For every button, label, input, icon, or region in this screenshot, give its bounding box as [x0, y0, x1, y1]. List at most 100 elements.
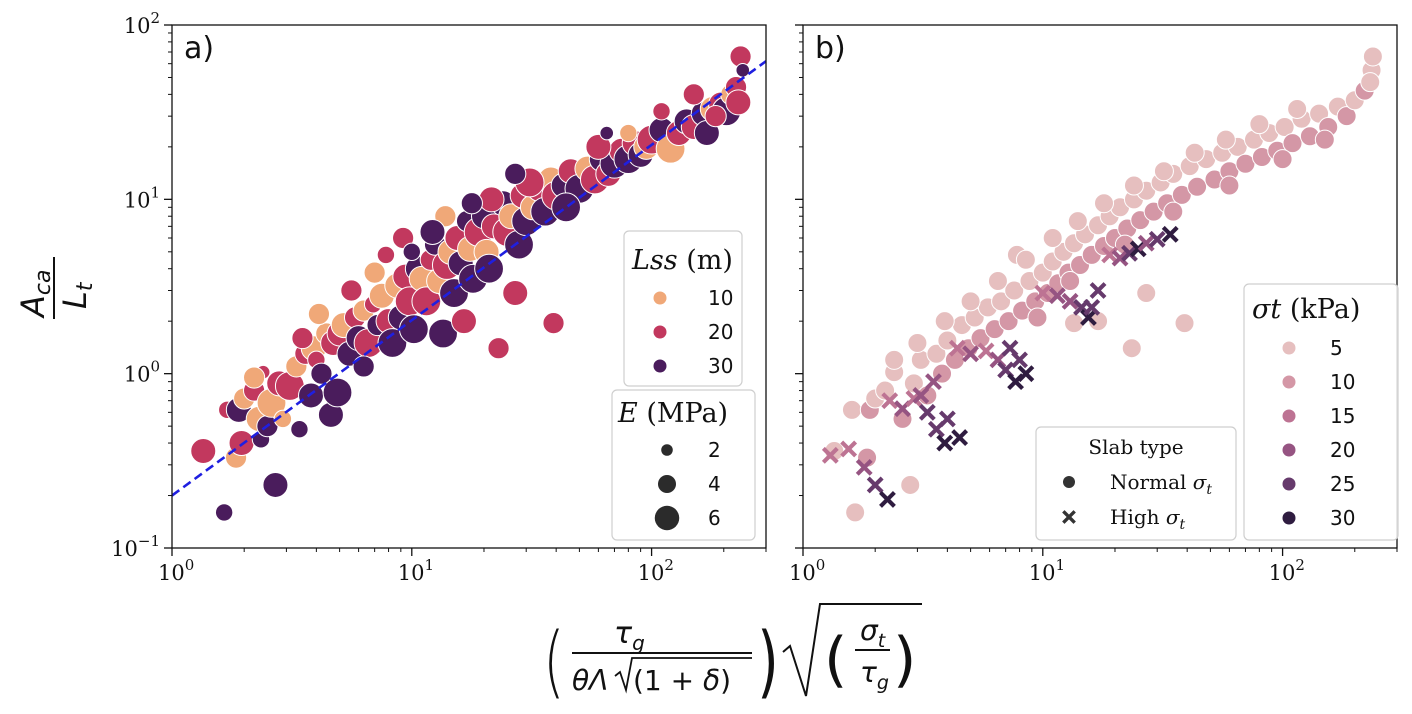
data-point	[1184, 142, 1205, 163]
data-point	[652, 102, 671, 121]
data-point-x	[936, 434, 954, 452]
data-point	[1153, 161, 1174, 182]
x-tick-label: 102	[1269, 556, 1305, 585]
data-point	[377, 328, 408, 358]
legend-label: 5	[1330, 336, 1343, 360]
data-point-x	[1111, 249, 1129, 267]
legend-size-swatch	[661, 444, 673, 456]
data-point	[340, 279, 363, 302]
data-point-x	[948, 339, 966, 357]
legend-e-title: E (MPa)	[617, 398, 728, 429]
legend-label: 20	[708, 320, 733, 344]
legend-label: Normal σt	[1110, 470, 1212, 498]
legend-label: 2	[708, 438, 721, 462]
data-point-x	[1137, 234, 1155, 252]
legend-swatch	[1281, 476, 1297, 492]
data-point	[1336, 106, 1357, 127]
data-point	[682, 83, 705, 106]
data-point-x	[821, 446, 839, 464]
svg-text:Lt: Lt	[56, 281, 98, 309]
svg-text:): )	[893, 625, 916, 695]
legend-label: 20	[1330, 438, 1355, 462]
legend-size-swatch	[654, 505, 680, 531]
data-point-x	[881, 392, 899, 410]
legend-label: 15	[1330, 404, 1355, 428]
data-point	[987, 271, 1008, 292]
data-point-x	[1089, 282, 1107, 299]
data-point	[273, 409, 293, 429]
legend-label: 4	[708, 472, 721, 496]
svg-text:τg: τg	[860, 656, 889, 694]
data-point-x	[951, 429, 969, 446]
data-point	[1249, 114, 1270, 135]
legend-sigma: σt (kPa) 5 10 15 20 25 30	[1243, 283, 1399, 541]
data-point	[1027, 307, 1048, 328]
x-tick-label: 102	[638, 556, 674, 585]
x-tick-label: 100	[158, 556, 194, 585]
data-point-x	[1073, 298, 1090, 316]
data-point	[1360, 72, 1381, 93]
data-point	[1274, 116, 1295, 137]
data-point	[307, 302, 331, 326]
panel-b-label: b)	[815, 31, 846, 66]
data-point	[1282, 133, 1303, 154]
data-point-x	[997, 361, 1015, 379]
data-point	[419, 218, 446, 245]
panel-a-frame	[171, 24, 767, 549]
data-point	[991, 291, 1012, 312]
data-point	[352, 355, 375, 378]
legend-lss-title: Lss (m)	[631, 245, 733, 276]
data-point	[1163, 201, 1184, 222]
legend-e: E (MPa) 2 4 6	[611, 389, 756, 541]
legend-label: High σt	[1110, 505, 1186, 533]
data-point	[998, 311, 1019, 332]
legend-slab-title: Slab type	[1088, 435, 1183, 459]
svg-text:Aca: Aca	[14, 270, 56, 319]
data-point	[542, 312, 565, 335]
legend-swatch	[1281, 408, 1297, 424]
legend-label: 30	[708, 354, 733, 378]
legend-marker-circle	[1063, 476, 1075, 488]
legend-size-swatch	[657, 474, 677, 494]
data-point	[892, 408, 913, 429]
data-point	[619, 123, 638, 143]
y-tick-label: 10−1	[111, 532, 160, 561]
svg-text:(1 + δ): (1 + δ)	[633, 664, 731, 697]
data-point	[504, 162, 527, 185]
panel-b-points	[821, 46, 1383, 523]
svg-text:θΛ: θΛ	[572, 664, 608, 697]
data-point	[290, 420, 309, 439]
data-point-x	[938, 410, 956, 428]
legend-swatch	[1281, 374, 1297, 390]
legend-swatch	[652, 324, 668, 340]
data-point	[1362, 46, 1383, 67]
data-point	[1215, 129, 1236, 150]
data-point	[1123, 175, 1144, 196]
data-point	[1314, 129, 1335, 150]
data-point	[402, 242, 421, 262]
legend-swatch	[1281, 340, 1297, 356]
data-point	[1015, 249, 1036, 270]
legend-slab-type: Slab type Normal σt High σt	[1035, 426, 1237, 541]
panel-a-label: a)	[184, 31, 214, 66]
y-tick-label: 101	[124, 183, 160, 212]
data-point	[1219, 175, 1240, 196]
data-point-x	[977, 342, 995, 360]
data-point	[474, 253, 504, 284]
data-point-x	[1048, 287, 1066, 305]
data-point-x	[912, 387, 930, 404]
data-point	[428, 318, 458, 349]
legend-lss: Lss (m) 10 20 30	[623, 230, 743, 387]
svg-text:): )	[757, 616, 778, 706]
data-point	[884, 349, 905, 370]
data-point-x	[866, 476, 884, 494]
data-point	[926, 343, 947, 364]
data-point-x	[855, 458, 873, 476]
y-axis-label: Aca Lt	[14, 257, 98, 319]
data-point-x	[1161, 225, 1179, 243]
legend-label: 30	[1330, 506, 1355, 530]
data-point	[1094, 193, 1115, 214]
legend-sigma-entries: 5 10 15 20 25 30	[1281, 336, 1355, 530]
